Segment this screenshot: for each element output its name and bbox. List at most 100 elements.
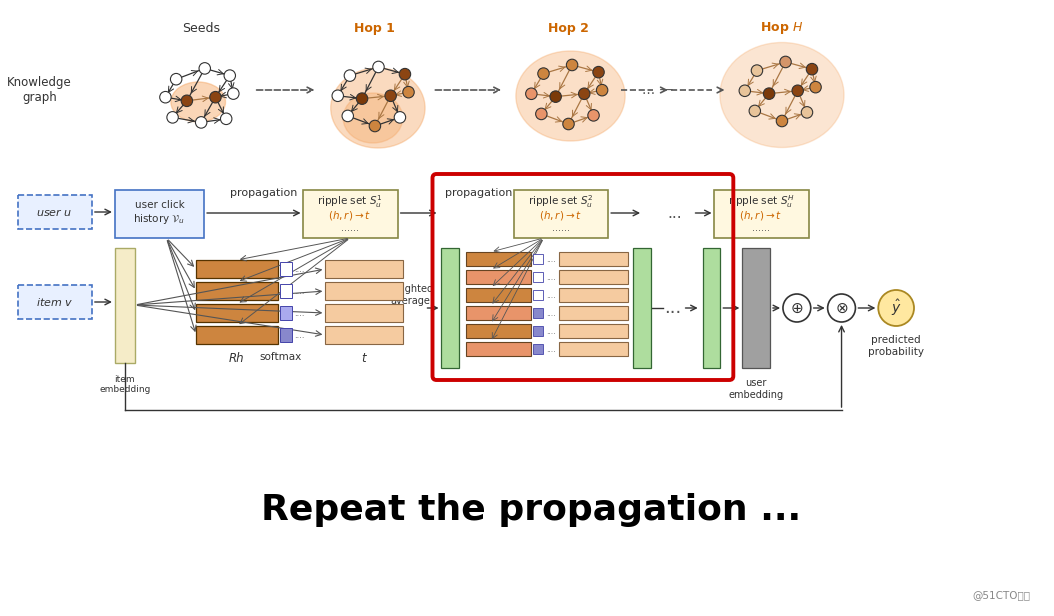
- Circle shape: [199, 63, 211, 74]
- Bar: [633, 248, 651, 368]
- Text: Knowledge
graph: Knowledge graph: [7, 76, 72, 104]
- Text: propagation: propagation: [446, 188, 513, 198]
- Bar: [466, 342, 531, 356]
- Ellipse shape: [515, 51, 625, 141]
- Ellipse shape: [344, 93, 403, 143]
- Circle shape: [878, 290, 914, 326]
- Bar: [279, 262, 292, 276]
- Text: ...: ...: [664, 299, 681, 317]
- Circle shape: [385, 90, 396, 102]
- Circle shape: [597, 84, 608, 96]
- Text: ...: ...: [667, 206, 682, 221]
- Text: ....: ....: [546, 344, 555, 354]
- Text: t: t: [362, 352, 367, 365]
- Circle shape: [563, 118, 574, 130]
- Bar: [532, 254, 543, 264]
- Circle shape: [763, 88, 775, 99]
- Text: user
embedding: user embedding: [728, 378, 784, 400]
- Bar: [196, 304, 277, 322]
- Bar: [18, 285, 92, 319]
- Circle shape: [550, 91, 562, 102]
- Circle shape: [160, 91, 171, 103]
- Text: ....: ....: [294, 286, 305, 296]
- Circle shape: [356, 93, 368, 104]
- Text: ......: ......: [753, 223, 770, 233]
- Text: ripple set $S_u^2$: ripple set $S_u^2$: [528, 193, 593, 211]
- Bar: [326, 326, 403, 344]
- Bar: [532, 326, 543, 336]
- Bar: [196, 282, 277, 300]
- Bar: [442, 248, 460, 368]
- Bar: [466, 270, 531, 284]
- Text: ......: ......: [551, 223, 569, 233]
- Bar: [514, 190, 608, 238]
- Bar: [532, 272, 543, 282]
- Bar: [466, 306, 531, 320]
- Ellipse shape: [720, 43, 844, 147]
- Bar: [279, 306, 292, 320]
- Circle shape: [588, 110, 600, 121]
- Bar: [304, 190, 397, 238]
- Circle shape: [369, 120, 380, 132]
- Circle shape: [783, 294, 811, 322]
- Bar: [559, 288, 628, 302]
- Bar: [115, 190, 204, 238]
- Circle shape: [739, 85, 750, 97]
- Text: user click
history $\mathcal{V}_u$: user click history $\mathcal{V}_u$: [134, 200, 186, 226]
- Bar: [532, 290, 543, 300]
- Circle shape: [181, 95, 193, 107]
- Bar: [559, 306, 628, 320]
- Circle shape: [749, 105, 761, 116]
- Bar: [559, 342, 628, 356]
- Circle shape: [228, 88, 239, 99]
- Text: ....: ....: [294, 264, 305, 274]
- Ellipse shape: [331, 68, 425, 148]
- Text: ......: ......: [341, 223, 359, 233]
- Circle shape: [566, 59, 578, 71]
- Bar: [742, 248, 770, 368]
- Bar: [326, 260, 403, 278]
- Circle shape: [592, 67, 604, 78]
- Text: ....: ....: [294, 309, 305, 317]
- Text: $\hat{y}$: $\hat{y}$: [891, 298, 901, 318]
- Text: ....: ....: [546, 309, 555, 317]
- Text: Seeds: Seeds: [182, 22, 220, 34]
- Bar: [559, 324, 628, 338]
- Text: Hop 2: Hop 2: [548, 22, 589, 34]
- Circle shape: [171, 73, 182, 85]
- Text: Hop $H$: Hop $H$: [760, 20, 803, 36]
- Circle shape: [535, 108, 547, 120]
- Text: propagation: propagation: [230, 188, 297, 198]
- Circle shape: [373, 61, 385, 73]
- Bar: [196, 326, 277, 344]
- Text: ....: ....: [294, 331, 305, 339]
- Bar: [559, 252, 628, 266]
- Bar: [466, 324, 531, 338]
- Text: Repeat the propagation ...: Repeat the propagation ...: [260, 493, 801, 527]
- Bar: [279, 328, 292, 342]
- Circle shape: [752, 65, 763, 76]
- Text: ripple set $S_u^H$: ripple set $S_u^H$: [728, 193, 795, 211]
- Text: predicted
probability: predicted probability: [868, 335, 924, 357]
- Text: ... —: ... —: [642, 83, 674, 97]
- Text: $(h,r) \rightarrow t$: $(h,r) \rightarrow t$: [740, 208, 783, 222]
- Circle shape: [792, 85, 803, 97]
- Text: item
embedding: item embedding: [99, 375, 151, 394]
- Circle shape: [809, 81, 821, 93]
- Text: user $u$: user $u$: [36, 206, 73, 217]
- Bar: [326, 304, 403, 322]
- Circle shape: [801, 107, 813, 118]
- Ellipse shape: [171, 82, 226, 122]
- Bar: [715, 190, 808, 238]
- Text: ....: ....: [546, 326, 555, 336]
- Bar: [196, 260, 277, 278]
- Bar: [279, 284, 292, 298]
- Circle shape: [806, 63, 818, 75]
- Circle shape: [345, 70, 355, 81]
- Text: ripple set $S_u^1$: ripple set $S_u^1$: [317, 193, 383, 211]
- Bar: [532, 344, 543, 354]
- Circle shape: [399, 68, 411, 80]
- Text: $(h,r) \rightarrow t$: $(h,r) \rightarrow t$: [329, 208, 372, 222]
- Circle shape: [332, 90, 344, 102]
- Text: $\otimes$: $\otimes$: [835, 301, 848, 315]
